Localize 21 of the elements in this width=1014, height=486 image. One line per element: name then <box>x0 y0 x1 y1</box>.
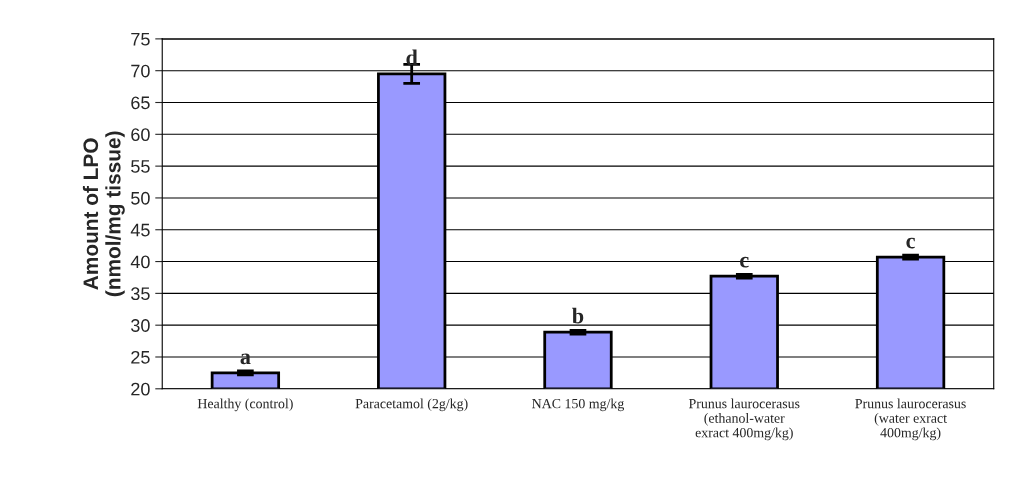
x-tick-label: NAC 150 mg/kg <box>532 398 625 412</box>
annotation: b <box>572 307 584 324</box>
y-tick-label: 70 <box>131 64 150 78</box>
y-tick-label: 60 <box>131 128 150 142</box>
y-tick-label: 25 <box>131 350 150 364</box>
y-tick-label: 40 <box>130 255 150 269</box>
annotation: c <box>906 237 915 249</box>
y-tick-label: 20 <box>131 382 150 396</box>
annotation: d <box>406 49 418 66</box>
x-tick-label: Prunus laurocerasus (water exract 400mg/kg) <box>855 398 966 441</box>
x-tick-label: Paracetamol (2g/kg) <box>355 398 468 412</box>
y-tick-label: 55 <box>131 160 150 173</box>
y-tick-label: 30 <box>131 319 150 332</box>
y-tick-label: 65 <box>131 96 150 110</box>
y-tick-label: 50 <box>131 191 150 205</box>
y-tick-label: 45 <box>130 223 150 237</box>
x-tick-label: Prunus laurocerasus (ethanol-water exract 400mg/kg) <box>688 398 800 441</box>
y-tick-label: 75 <box>131 33 150 46</box>
y-axis-title: Amount of LPO (nmol/mg tissue) <box>82 131 125 297</box>
y-tick-label: 35 <box>131 287 150 301</box>
x-tick-label: Healthy (control) <box>197 398 293 412</box>
